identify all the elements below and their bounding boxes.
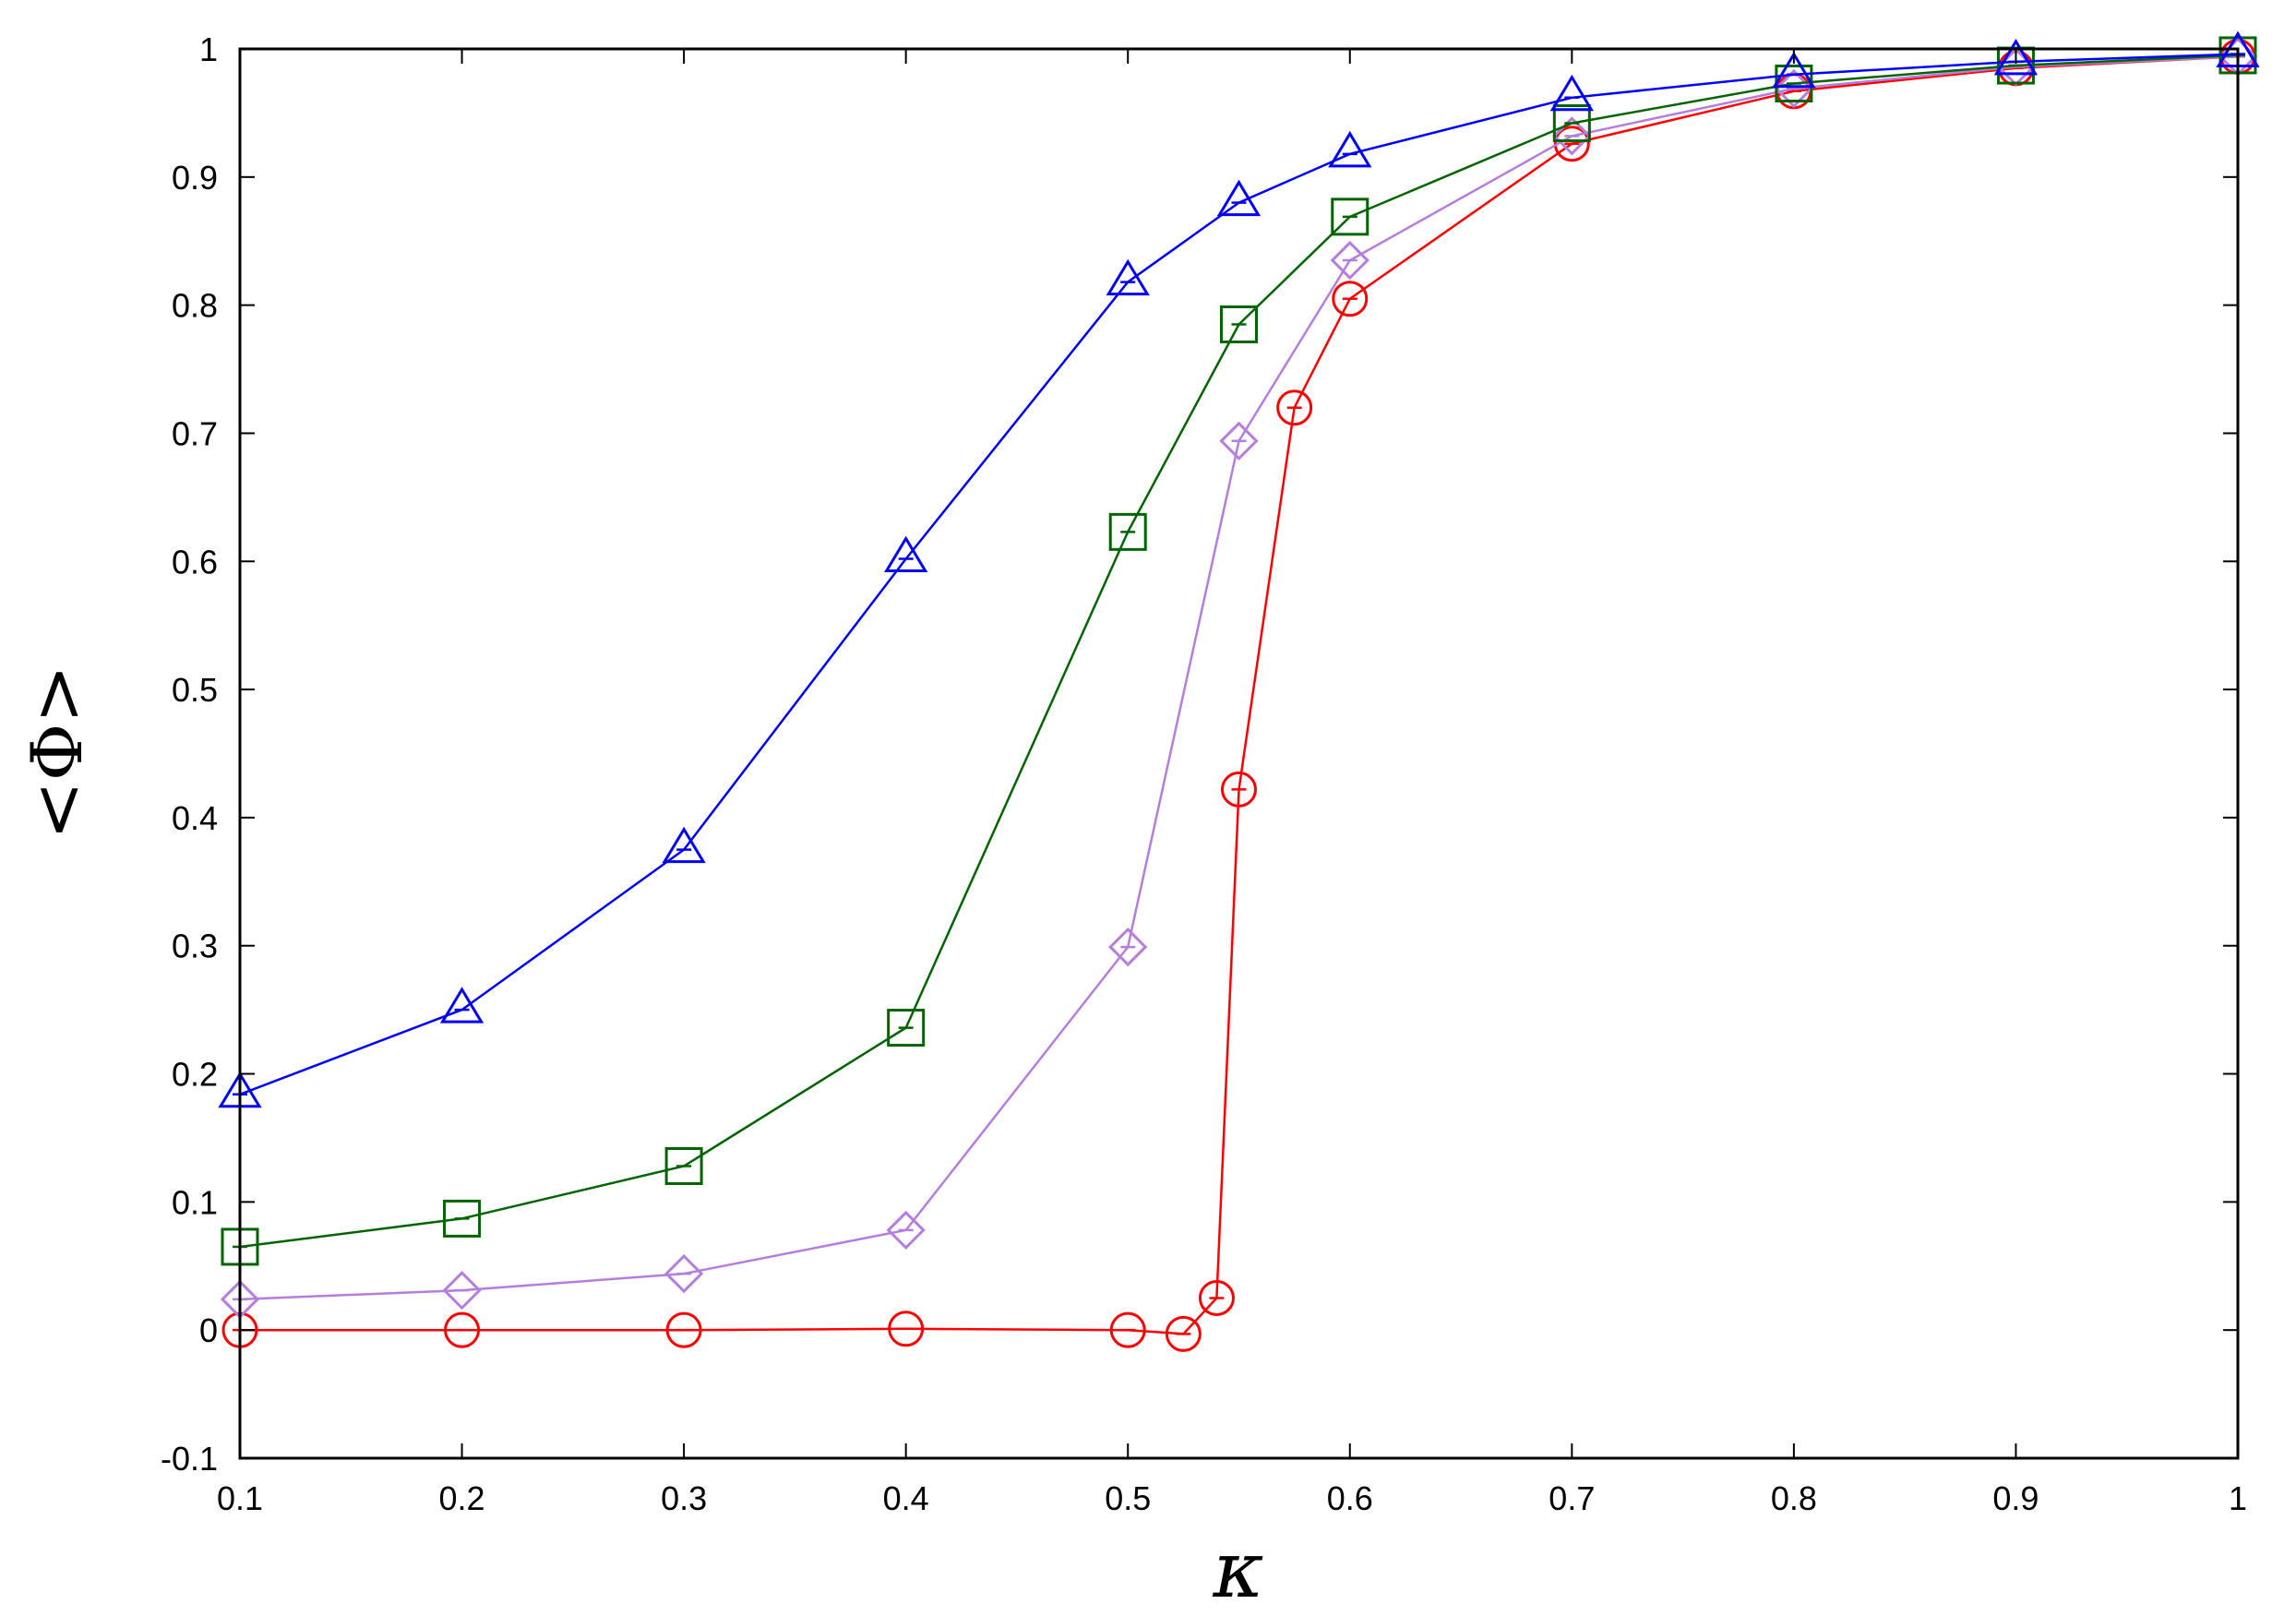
- series-triangle: [218, 30, 2260, 1108]
- data-point-triangle: [439, 987, 484, 1023]
- x-tick-label: 0.3: [661, 1479, 707, 1517]
- data-point-circle: [665, 1311, 702, 1348]
- y-tick-label: 0.9: [172, 159, 218, 197]
- y-tick-label: 1: [199, 30, 218, 68]
- y-tick-label: 0.5: [172, 671, 218, 709]
- data-point-diamond: [1330, 240, 1369, 281]
- data-point-circle: [1332, 281, 1369, 317]
- series-diamond: [220, 37, 2258, 1319]
- x-tick-label: 0.5: [1105, 1479, 1151, 1517]
- y-tick-label: 0.4: [172, 799, 218, 837]
- data-point-circle: [1553, 126, 1590, 162]
- y-tick-label: 0.2: [172, 1056, 218, 1094]
- y-tick-label: 0.7: [172, 414, 218, 452]
- data-point-triangle: [1106, 258, 1150, 296]
- data-point-triangle: [884, 535, 928, 572]
- x-tick-label: 0.6: [1327, 1479, 1373, 1517]
- data-point-circle: [1165, 1315, 1202, 1352]
- data-point-circle: [1221, 771, 1257, 808]
- data-point-triangle: [1993, 38, 2039, 76]
- x-tick-label: 0.8: [1771, 1479, 1817, 1517]
- series-layer: [218, 30, 2260, 1352]
- data-point-square: [664, 1146, 703, 1185]
- series-circle: [221, 38, 2256, 1352]
- data-point-circle: [1276, 389, 1313, 426]
- data-point-circle: [444, 1311, 481, 1348]
- data-point-square: [1552, 104, 1591, 143]
- data-point-triangle: [1549, 74, 1594, 112]
- data-point-square: [1220, 305, 1258, 343]
- x-tick-label: 0.4: [883, 1479, 929, 1517]
- x-tick-label: 0.1: [217, 1479, 263, 1517]
- data-point-triangle: [1216, 179, 1262, 217]
- y-tick-label: 0.6: [172, 543, 218, 581]
- x-tick-label: 0.9: [1992, 1479, 2039, 1517]
- data-point-circle: [888, 1311, 925, 1347]
- data-point-diamond: [1552, 116, 1592, 156]
- x-tick-label: 0.2: [439, 1479, 485, 1517]
- data-point-diamond: [442, 1271, 482, 1311]
- y-tick-label: 0.1: [172, 1183, 218, 1221]
- data-point-triangle: [662, 826, 706, 864]
- data-point-square: [1108, 512, 1147, 551]
- x-tick-label: 1: [2229, 1479, 2247, 1517]
- data-point-square: [443, 1199, 482, 1238]
- data-point-diamond: [664, 1253, 704, 1294]
- data-point-square: [1331, 198, 1369, 236]
- data-point-diamond: [886, 1210, 926, 1251]
- data-point-diamond: [1219, 421, 1259, 461]
- data-point-triangle: [1328, 130, 1372, 168]
- y-tick-label: 0.8: [172, 287, 218, 325]
- y-tick-label: 0: [199, 1311, 218, 1349]
- y-axis-title: <Φ>: [16, 664, 98, 840]
- data-point-square: [887, 1009, 926, 1047]
- data-point-circle: [1198, 1279, 1235, 1316]
- data-point-triangle: [1772, 51, 1816, 89]
- plot-frame: [238, 47, 2240, 1460]
- y-tick-label: -0.1: [161, 1440, 218, 1478]
- data-point-circle: [1109, 1311, 1146, 1348]
- y-tick-label: 0.3: [172, 928, 218, 965]
- data-point-diamond: [1108, 927, 1148, 967]
- x-tick-label: 0.7: [1549, 1479, 1595, 1517]
- tick-layer: 0.1 0.2 0.3 0.4 0.5 0.6 0.7 0.8 0.9 1 -0.1 0 0.1 0.2 0…: [161, 30, 2247, 1517]
- series-line: [240, 55, 2239, 1335]
- x-axis-title: κ: [1212, 1525, 1263, 1615]
